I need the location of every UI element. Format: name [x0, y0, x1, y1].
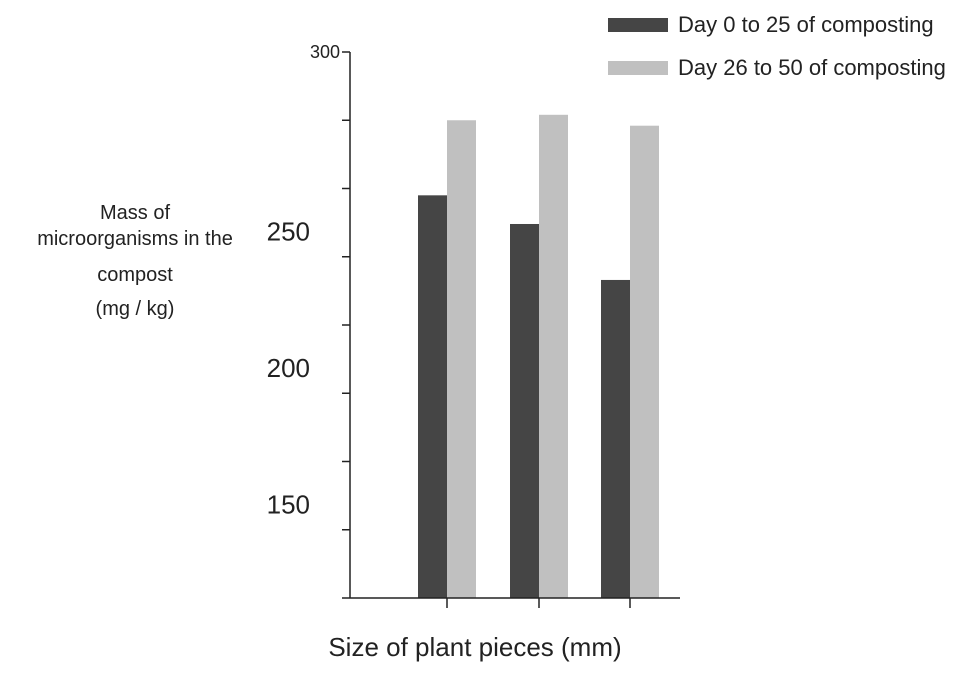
legend-swatch-series-2	[608, 61, 668, 75]
y-tick-label-200: 200	[267, 353, 310, 383]
legend-label-series-2: Day 26 to 50 of composting	[678, 55, 946, 80]
bar-series-1-group-1	[418, 195, 447, 598]
legend-label-series-1: Day 0 to 25 of composting	[678, 12, 934, 37]
bar-series-1-group-3	[601, 279, 630, 598]
bar-series-2-group-2	[539, 114, 568, 598]
y-axis-label-line-4: (mg / kg)	[95, 298, 175, 320]
bar-series-1-group-2	[510, 223, 539, 599]
y-tick-label-150: 150	[267, 490, 310, 520]
y-axis-label-line-2: microorganisms in the	[37, 228, 233, 250]
x-axis-label: Size of plant pieces (mm)	[328, 632, 622, 662]
y-tick-label-250: 250	[267, 217, 310, 247]
y-axis-label-line-1: Mass of	[99, 202, 171, 224]
bar-series-2-group-1	[447, 120, 476, 598]
y-axis-label: Mass of microorganisms in the compost (m…	[5, 200, 265, 322]
y-tick-label-300: 300	[310, 42, 340, 62]
bar-series-2-group-3	[630, 125, 659, 599]
y-axis-label-line-3: compost	[97, 264, 173, 286]
legend-swatch-series-1	[608, 18, 668, 32]
